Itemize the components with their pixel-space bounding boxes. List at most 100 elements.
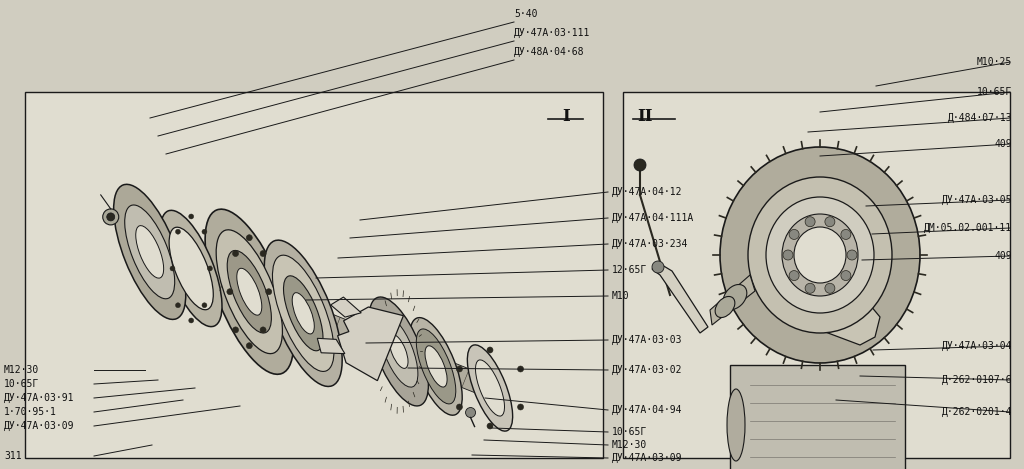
Ellipse shape bbox=[410, 318, 462, 415]
Ellipse shape bbox=[457, 404, 463, 410]
Polygon shape bbox=[652, 265, 708, 333]
Ellipse shape bbox=[232, 327, 239, 333]
Ellipse shape bbox=[790, 229, 799, 240]
Ellipse shape bbox=[247, 343, 252, 349]
Text: ДУ·47А·03·111: ДУ·47А·03·111 bbox=[514, 28, 591, 38]
Text: М10: М10 bbox=[612, 291, 630, 301]
Ellipse shape bbox=[202, 303, 207, 308]
Polygon shape bbox=[187, 259, 485, 394]
Text: 5·40: 5·40 bbox=[514, 9, 538, 19]
Text: 1·70·95·1: 1·70·95·1 bbox=[4, 407, 57, 417]
Ellipse shape bbox=[825, 283, 835, 293]
Text: ДУ·47А·04·12: ДУ·47А·04·12 bbox=[612, 187, 683, 197]
Ellipse shape bbox=[202, 229, 207, 234]
Ellipse shape bbox=[748, 177, 892, 333]
Ellipse shape bbox=[720, 147, 920, 363]
Ellipse shape bbox=[232, 250, 239, 257]
Text: Д·262·0201·4: Д·262·0201·4 bbox=[941, 407, 1012, 417]
Polygon shape bbox=[780, 293, 880, 345]
Text: 10·65Г: 10·65Г bbox=[4, 379, 39, 389]
Ellipse shape bbox=[790, 271, 799, 280]
Ellipse shape bbox=[227, 289, 232, 295]
Text: ДУ·47А·04·111А: ДУ·47А·04·111А bbox=[612, 213, 694, 223]
Text: ДУ·47А·03·234: ДУ·47А·03·234 bbox=[612, 239, 688, 249]
Ellipse shape bbox=[260, 250, 266, 257]
Ellipse shape bbox=[825, 217, 835, 227]
Ellipse shape bbox=[170, 266, 175, 271]
Ellipse shape bbox=[205, 209, 294, 374]
Ellipse shape bbox=[102, 209, 119, 225]
Ellipse shape bbox=[783, 250, 793, 260]
Ellipse shape bbox=[169, 227, 213, 310]
Ellipse shape bbox=[247, 234, 252, 241]
Text: 10·65Г: 10·65Г bbox=[612, 427, 647, 437]
Text: 311: 311 bbox=[4, 451, 22, 461]
Text: ДУ·47А·03·03: ДУ·47А·03·03 bbox=[612, 335, 683, 345]
Ellipse shape bbox=[847, 250, 857, 260]
Ellipse shape bbox=[264, 240, 342, 386]
Polygon shape bbox=[317, 338, 345, 354]
Ellipse shape bbox=[517, 366, 523, 372]
Ellipse shape bbox=[466, 408, 475, 417]
Ellipse shape bbox=[723, 285, 746, 310]
Ellipse shape bbox=[292, 293, 314, 334]
Ellipse shape bbox=[260, 327, 266, 333]
Ellipse shape bbox=[175, 229, 180, 234]
Ellipse shape bbox=[425, 346, 447, 387]
Ellipse shape bbox=[237, 268, 262, 315]
Ellipse shape bbox=[841, 271, 851, 280]
Ellipse shape bbox=[389, 334, 408, 368]
Text: ДУ·47А·03·91: ДУ·47А·03·91 bbox=[4, 393, 75, 403]
Ellipse shape bbox=[805, 217, 815, 227]
Ellipse shape bbox=[652, 261, 664, 273]
Ellipse shape bbox=[175, 303, 180, 308]
Ellipse shape bbox=[841, 229, 851, 240]
Ellipse shape bbox=[475, 360, 505, 416]
Text: ДМ·05.02.001·11: ДМ·05.02.001·11 bbox=[924, 223, 1012, 233]
Text: 409: 409 bbox=[994, 251, 1012, 261]
Ellipse shape bbox=[208, 266, 212, 271]
Bar bbox=[25, 92, 603, 458]
Ellipse shape bbox=[417, 329, 456, 404]
Text: II: II bbox=[637, 108, 652, 125]
Text: ДУ·47А·03·09: ДУ·47А·03·09 bbox=[4, 421, 75, 431]
Polygon shape bbox=[710, 275, 755, 325]
Ellipse shape bbox=[114, 184, 185, 319]
Ellipse shape bbox=[715, 296, 735, 318]
Ellipse shape bbox=[272, 255, 334, 371]
Text: Д·262·0107·6: Д·262·0107·6 bbox=[941, 375, 1012, 385]
Ellipse shape bbox=[161, 210, 222, 326]
Text: ДУ·47А·03·05: ДУ·47А·03·05 bbox=[941, 195, 1012, 205]
Ellipse shape bbox=[227, 250, 271, 333]
Polygon shape bbox=[338, 307, 403, 381]
Ellipse shape bbox=[805, 283, 815, 293]
Text: 12·65Г: 12·65Г bbox=[612, 265, 647, 275]
Text: ДУ·47А·04·94: ДУ·47А·04·94 bbox=[612, 405, 683, 415]
Ellipse shape bbox=[284, 276, 323, 351]
Ellipse shape bbox=[634, 159, 646, 171]
Bar bbox=[730, 365, 905, 469]
Ellipse shape bbox=[380, 316, 418, 387]
Text: М10·25: М10·25 bbox=[977, 57, 1012, 67]
Text: ДУ·48А·04·68: ДУ·48А·04·68 bbox=[514, 47, 585, 57]
Text: М12·30: М12·30 bbox=[4, 365, 39, 375]
Text: ДУ·47А·03·02: ДУ·47А·03·02 bbox=[612, 365, 683, 375]
Ellipse shape bbox=[266, 289, 271, 295]
Text: I: I bbox=[562, 108, 570, 125]
Text: Д·484·07·13: Д·484·07·13 bbox=[947, 113, 1012, 123]
Ellipse shape bbox=[487, 423, 493, 429]
Ellipse shape bbox=[457, 366, 463, 372]
Ellipse shape bbox=[216, 230, 283, 354]
Bar bbox=[623, 92, 1010, 458]
Ellipse shape bbox=[136, 226, 164, 278]
Text: ДУ·47А·03·09: ДУ·47А·03·09 bbox=[612, 453, 683, 463]
Ellipse shape bbox=[727, 389, 745, 461]
Text: 10·65Г: 10·65Г bbox=[977, 87, 1012, 97]
Text: 409: 409 bbox=[994, 139, 1012, 149]
Ellipse shape bbox=[766, 197, 874, 313]
Ellipse shape bbox=[794, 227, 846, 283]
Text: М12·30: М12·30 bbox=[612, 440, 647, 450]
Ellipse shape bbox=[188, 214, 194, 219]
Ellipse shape bbox=[106, 213, 115, 221]
Ellipse shape bbox=[188, 318, 194, 323]
